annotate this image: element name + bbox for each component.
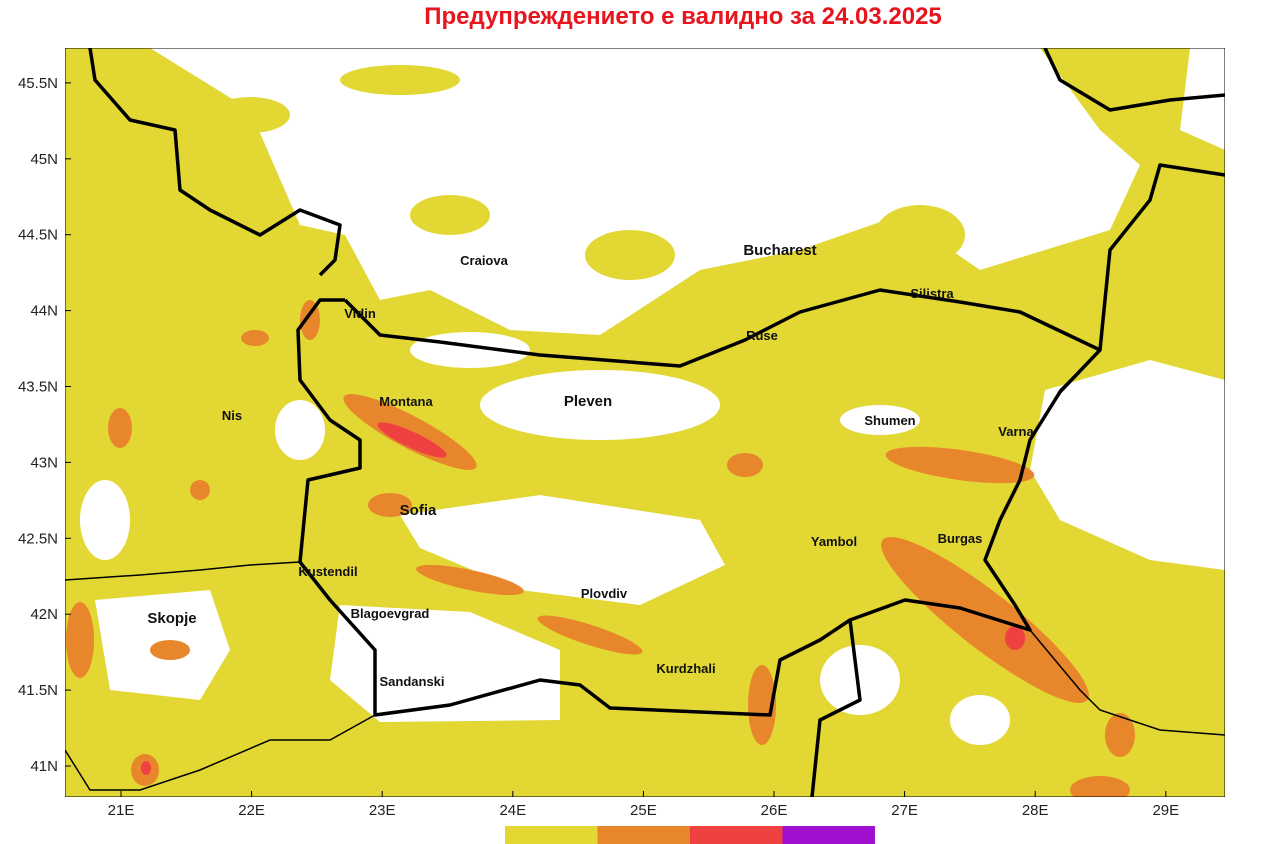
legend-swatch bbox=[505, 826, 598, 844]
y-tick-label: 42.5N bbox=[18, 530, 58, 547]
city-label: Silistra bbox=[910, 286, 954, 301]
city-label: Vidin bbox=[344, 306, 376, 321]
x-tick-label: 27E bbox=[891, 802, 918, 819]
city-label: Blagoevgrad bbox=[351, 606, 430, 621]
y-tick-label: 41N bbox=[30, 758, 58, 775]
city-label: Kurdzhali bbox=[656, 661, 715, 676]
city-label: Pleven bbox=[564, 393, 612, 410]
city-label: Montana bbox=[379, 394, 433, 409]
city-label: Ruse bbox=[746, 328, 778, 343]
y-tick-label: 45N bbox=[30, 151, 58, 168]
y-tick-label: 44N bbox=[30, 303, 58, 320]
x-tick-label: 25E bbox=[630, 802, 657, 819]
x-tick-label: 26E bbox=[761, 802, 788, 819]
city-label: Varna bbox=[998, 424, 1034, 439]
y-tick-label: 43.5N bbox=[18, 379, 58, 396]
y-tick-label: 42N bbox=[30, 606, 58, 623]
y-tick-label: 41.5N bbox=[18, 682, 58, 699]
x-tick-label: 23E bbox=[369, 802, 396, 819]
city-label: Bucharest bbox=[743, 242, 816, 259]
legend-swatch bbox=[782, 826, 875, 844]
y-tick-label: 44.5N bbox=[18, 227, 58, 244]
title: Предупреждението е валидно за 24.03.2025 bbox=[424, 3, 942, 30]
city-label: Craiova bbox=[460, 253, 508, 268]
x-tick-label: 29E bbox=[1152, 802, 1179, 819]
map-area bbox=[65, 48, 1225, 797]
legend-swatch bbox=[690, 826, 783, 844]
city-label: Sandanski bbox=[379, 674, 444, 689]
city-label: Skopje bbox=[147, 610, 196, 627]
city-label: Yambol bbox=[811, 534, 857, 549]
city-labels: Craiova Bucharest Silistra Vidin Ruse Mo… bbox=[147, 242, 1034, 689]
city-label: Shumen bbox=[864, 413, 915, 428]
x-tick-label: 28E bbox=[1022, 802, 1049, 819]
city-label: Kustendil bbox=[298, 564, 357, 579]
x-tick-label: 24E bbox=[499, 802, 526, 819]
legend-swatch bbox=[597, 826, 690, 844]
city-label: Burgas bbox=[938, 531, 983, 546]
city-label: Sofia bbox=[400, 502, 437, 519]
y-tick-label: 43N bbox=[30, 454, 58, 471]
x-tick-label: 21E bbox=[108, 802, 135, 819]
city-label: Plovdiv bbox=[581, 586, 628, 601]
y-tick-label: 45.5N bbox=[18, 75, 58, 92]
city-label: Nis bbox=[222, 408, 242, 423]
x-tick-label: 22E bbox=[238, 802, 265, 819]
